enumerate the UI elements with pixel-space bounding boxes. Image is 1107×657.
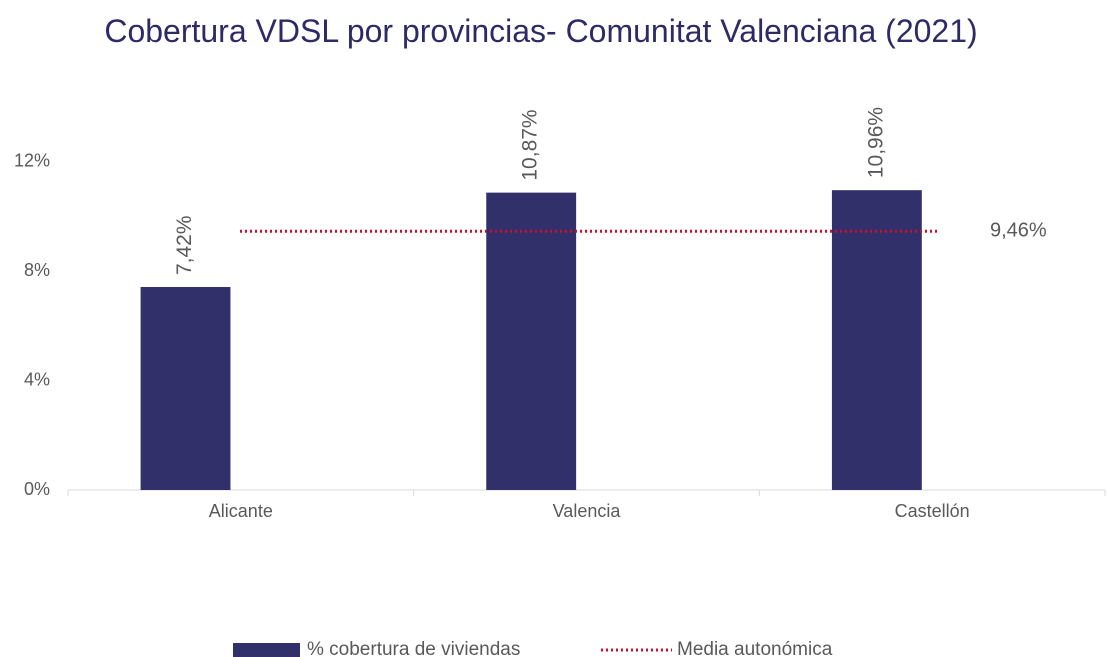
y-tick-label: 0% <box>24 479 50 499</box>
y-tick-label: 4% <box>24 369 50 389</box>
y-tick-label: 8% <box>24 260 50 280</box>
value-label: 10,87% <box>519 109 542 180</box>
x-tick-label: Castellón <box>895 501 970 521</box>
bar <box>140 287 231 490</box>
x-tick-label: Valencia <box>553 501 622 521</box>
bar <box>486 192 577 490</box>
legend-label: Media autonómica <box>677 639 833 657</box>
value-label: 7,42% <box>173 215 196 275</box>
x-tick-label: Alicante <box>209 501 273 521</box>
value-label: 10,96% <box>864 107 887 178</box>
legend-label: % cobertura de viviendas <box>307 639 520 657</box>
bar <box>831 190 922 490</box>
chart-title: Cobertura VDSL por provincias- Comunitat… <box>104 13 978 49</box>
legend-swatch <box>233 643 300 657</box>
reference-label: 9,46% <box>990 219 1047 241</box>
y-tick-label: 12% <box>14 150 50 170</box>
